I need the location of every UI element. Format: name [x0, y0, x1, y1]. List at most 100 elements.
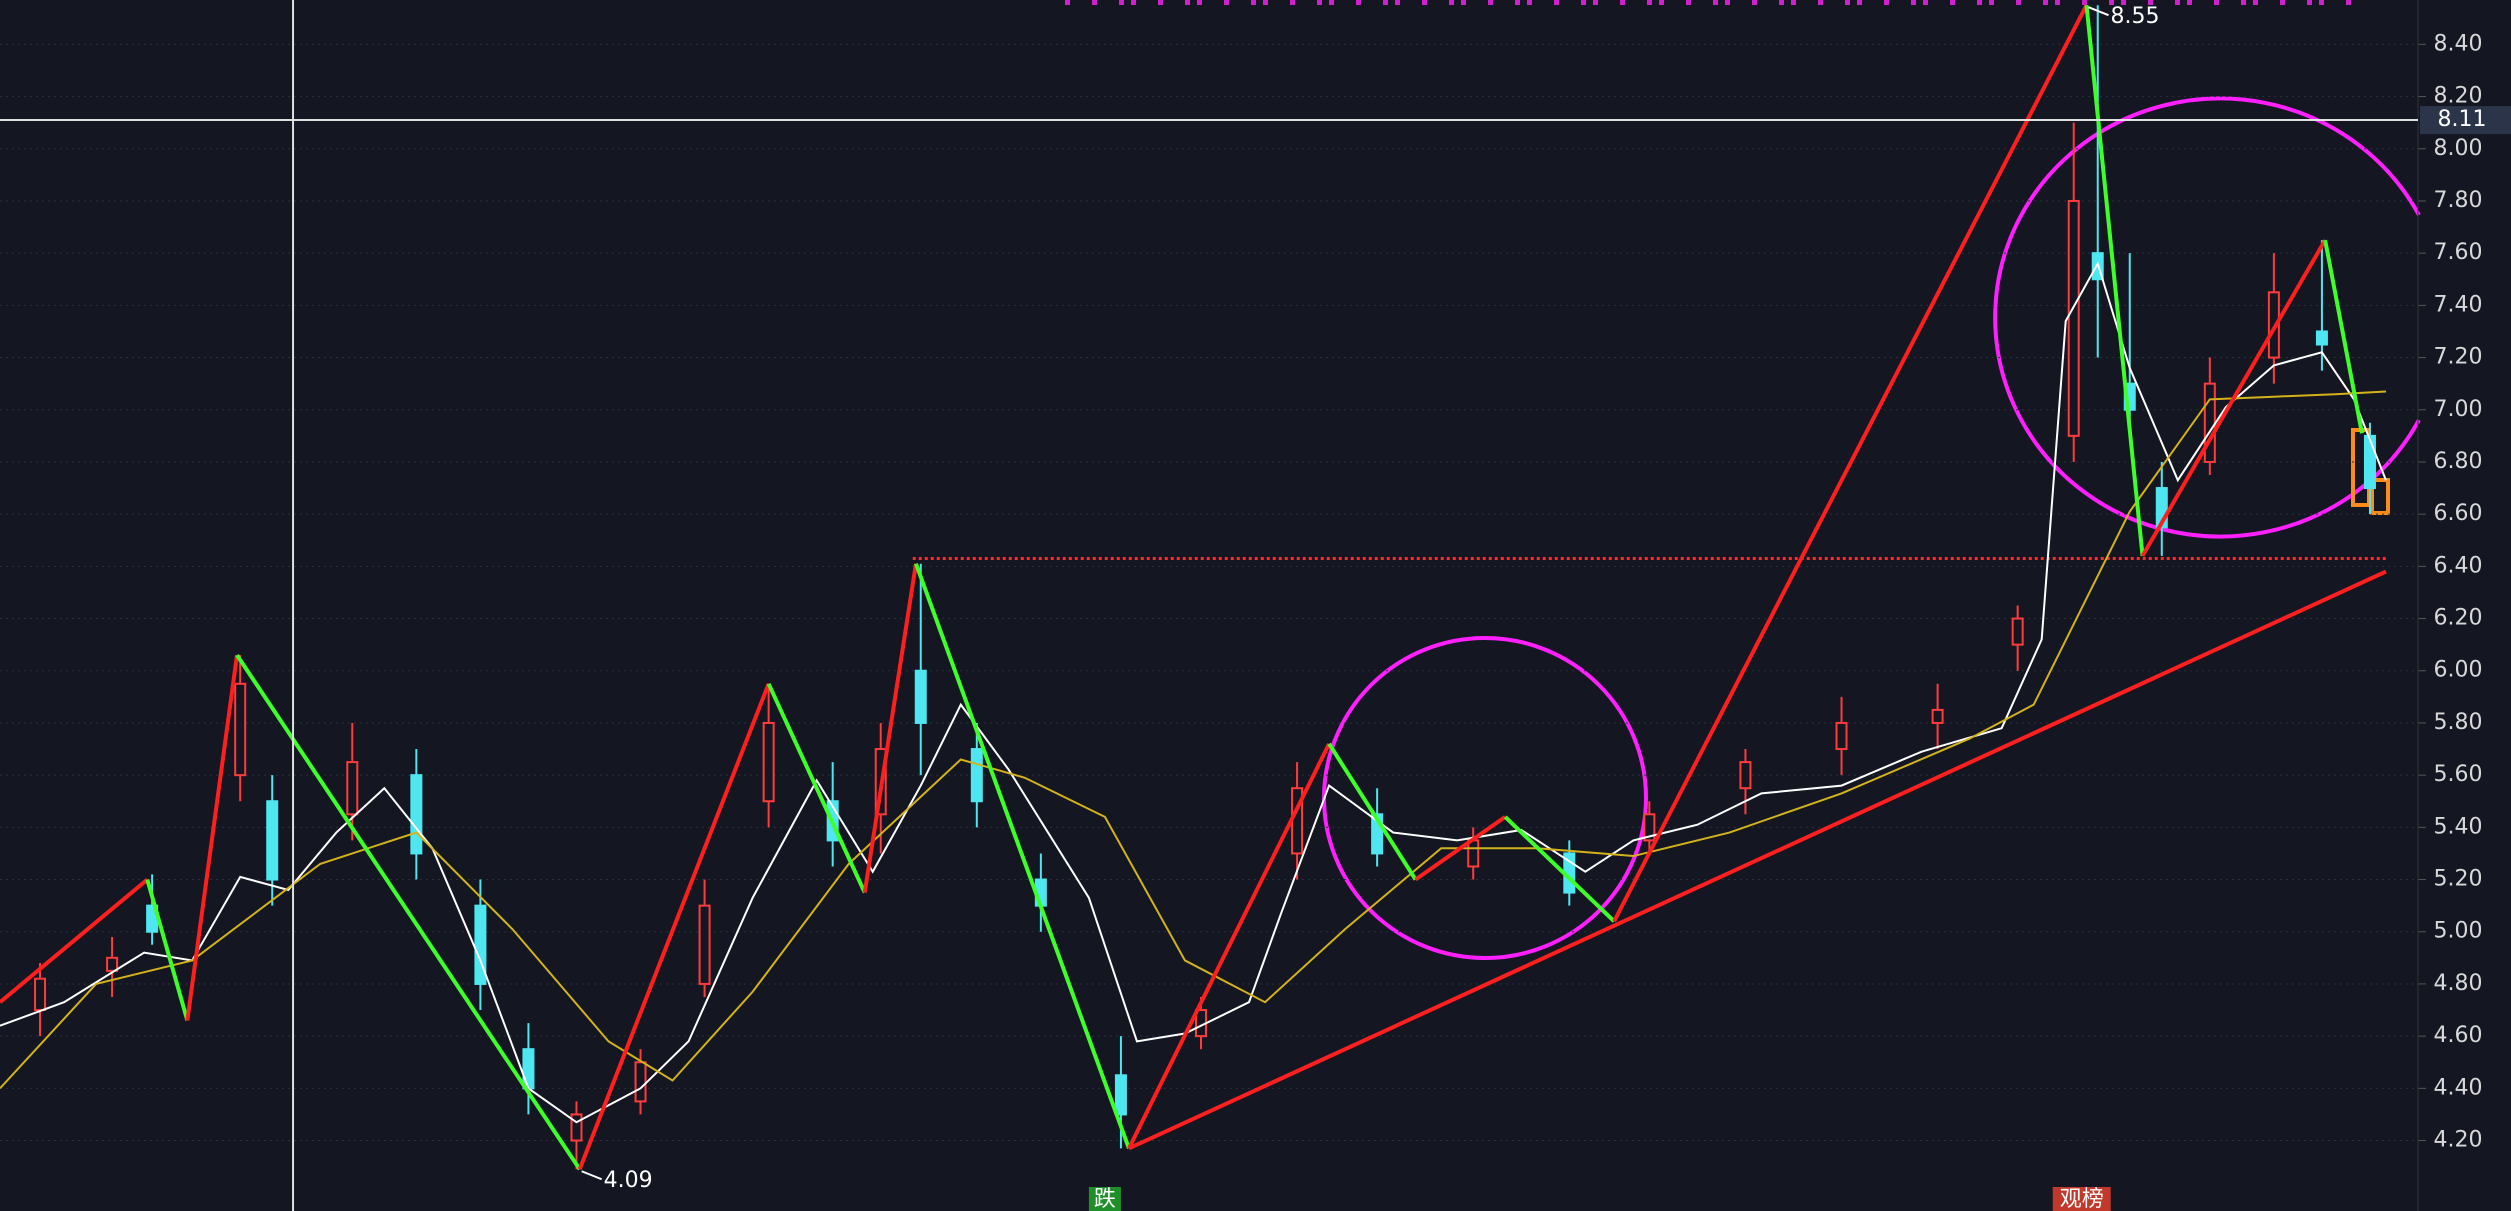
- candle-body: [2363, 434, 2376, 490]
- signal-dot: [1422, 0, 1427, 5]
- signal-dot: [2055, 0, 2060, 5]
- zigzag-segment: [2323, 239, 2364, 434]
- signal-dot: [2082, 0, 2087, 5]
- signal-dot: [1092, 0, 1097, 5]
- y-tick-label: 4.60: [2434, 1023, 2483, 1048]
- candle-body: [266, 800, 279, 881]
- moving-average: [0, 390, 2387, 1090]
- signal-dot: [1395, 0, 1400, 5]
- signal-dot: [1449, 0, 1454, 5]
- candle-body: [698, 904, 711, 985]
- signal-dots: [1065, 0, 2351, 5]
- y-tick-label: 5.20: [2434, 867, 2483, 892]
- signal-dot: [2346, 0, 2351, 5]
- highlight-circle: [1993, 96, 2421, 539]
- y-tick-label: 4.40: [2434, 1075, 2483, 1100]
- signal-dot: [1224, 0, 1229, 5]
- y-tick-label: 4.20: [2434, 1128, 2483, 1153]
- y-tick-label: 7.40: [2434, 292, 2483, 317]
- y-tick-label: 8.00: [2434, 136, 2483, 161]
- candle-body: [1739, 761, 1752, 790]
- y-tick-label: 6.00: [2434, 658, 2483, 683]
- signal-dot: [1317, 0, 1322, 5]
- zigzag-segment: [235, 653, 582, 1171]
- zigzag-segment: [577, 683, 771, 1170]
- signal-dot: [1752, 0, 1757, 5]
- y-tick-label: 6.80: [2434, 449, 2483, 474]
- candle-body: [234, 682, 247, 777]
- signal-dot: [1461, 0, 1466, 5]
- zigzag-segment: [2084, 5, 2145, 557]
- candle-body: [522, 1048, 535, 1090]
- y-tick-label: 8.20: [2434, 84, 2483, 109]
- y-tick-label: 7.20: [2434, 345, 2483, 370]
- signal-dot: [2214, 0, 2219, 5]
- signal-dot: [1356, 0, 1361, 5]
- signal-dot: [1488, 0, 1493, 5]
- signal-dot: [1065, 0, 1070, 5]
- signal-dot: [1554, 0, 1559, 5]
- candle-body: [2315, 330, 2328, 346]
- signal-dot: [1185, 0, 1190, 5]
- signal-dot: [1977, 0, 1982, 5]
- y-tick-label: 5.60: [2434, 762, 2483, 787]
- crosshair-label: 8.11: [2438, 107, 2487, 132]
- y-tick-label: 6.20: [2434, 606, 2483, 631]
- candle-body: [346, 761, 359, 816]
- candle-body: [1114, 1074, 1127, 1116]
- y-tick-label: 5.40: [2434, 814, 2483, 839]
- signal-dot: [1383, 0, 1388, 5]
- candle-body: [570, 1113, 583, 1142]
- candle-body: [106, 956, 119, 972]
- signal-dot: [2148, 0, 2153, 5]
- zigzag-segment: [1612, 4, 2089, 923]
- highlight-box: [2370, 478, 2390, 515]
- candle-body: [762, 721, 775, 803]
- signal-dot: [1950, 0, 1955, 5]
- signal-dot: [1989, 0, 1994, 5]
- signal-dot: [1791, 0, 1796, 5]
- y-tick-label: 8.40: [2434, 31, 2483, 56]
- y-tick-label: 5.80: [2434, 710, 2483, 735]
- zigzag-segment: [0, 878, 149, 1004]
- candle-body: [410, 774, 423, 855]
- marker-label: 跌: [1094, 1187, 1116, 1211]
- zigzag-segment: [914, 563, 1131, 1150]
- marker-box: [1088, 1187, 1121, 1211]
- extreme-high-label: 8.55: [2111, 4, 2160, 29]
- candle-body: [2011, 617, 2024, 646]
- signal-dot: [1329, 0, 1334, 5]
- candle-body: [1467, 839, 1480, 868]
- signal-dot: [2307, 0, 2312, 5]
- zigzag-segment: [862, 563, 918, 893]
- signal-dot: [1647, 0, 1652, 5]
- zigzag-segment: [145, 878, 190, 1022]
- zigzag-segment: [1327, 742, 1418, 881]
- y-tick-label: 5.00: [2434, 919, 2483, 944]
- extreme-pointer: [581, 1170, 603, 1181]
- signal-dot: [1251, 0, 1256, 5]
- candle-body: [970, 748, 983, 803]
- signal-dot: [1131, 0, 1136, 5]
- extreme-low-label: 4.09: [604, 1168, 653, 1193]
- signal-dot: [2253, 0, 2258, 5]
- marker-box: [2052, 1187, 2111, 1211]
- signal-dot: [2241, 0, 2246, 5]
- signal-dot: [1725, 0, 1730, 5]
- signal-dot: [2121, 0, 2126, 5]
- zigzag-segment: [185, 654, 239, 1021]
- candle-body: [474, 904, 487, 985]
- signal-dot: [2175, 0, 2180, 5]
- y-tick-label: 6.40: [2434, 553, 2483, 578]
- signal-dot: [1158, 0, 1163, 5]
- signal-dot: [1659, 0, 1664, 5]
- crosshair-label-box: [2420, 106, 2511, 135]
- signal-dot: [1884, 0, 1889, 5]
- signal-dot: [1779, 0, 1784, 5]
- signal-dot: [1197, 0, 1202, 5]
- candle-body: [2155, 487, 2168, 529]
- signal-dot: [1119, 0, 1124, 5]
- candle-body: [2067, 199, 2080, 437]
